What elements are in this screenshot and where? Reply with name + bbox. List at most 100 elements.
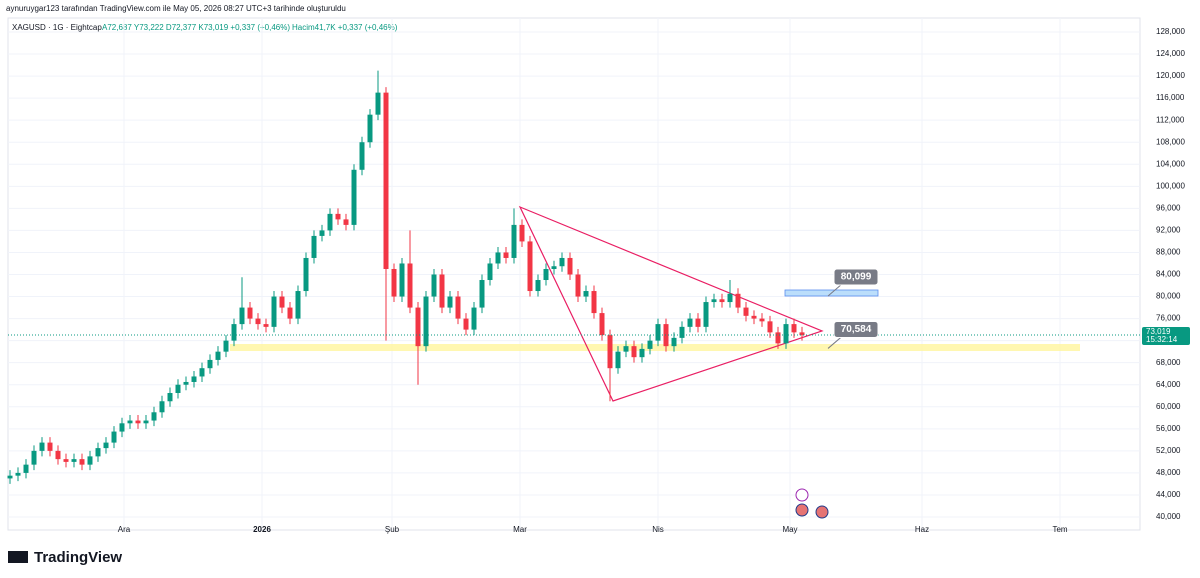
candle-body xyxy=(23,464,29,473)
y-tick-label: 64,000 xyxy=(1156,380,1181,389)
candle-body xyxy=(519,224,525,242)
x-tick-label: Tem xyxy=(1052,525,1067,534)
candle-body xyxy=(319,230,325,236)
y-tick-label: 56,000 xyxy=(1156,424,1181,433)
symbol: XAGUSD · 1G · Eightcap xyxy=(12,23,102,32)
candle-body xyxy=(151,412,157,421)
candle-body xyxy=(295,291,301,319)
candle-body xyxy=(543,268,549,281)
candle-body xyxy=(351,169,357,225)
candle-body xyxy=(471,307,477,330)
candle-body xyxy=(335,213,341,220)
x-tick-label: Nis xyxy=(652,525,664,534)
countdown: 15:32:14 xyxy=(1146,335,1178,344)
candle-body xyxy=(311,235,317,258)
candle-body xyxy=(679,326,685,338)
candle-body xyxy=(735,293,741,308)
y-tick-label: 128,000 xyxy=(1156,27,1185,36)
candle-body xyxy=(431,274,437,297)
y-tick-label: 112,000 xyxy=(1156,115,1185,124)
candle-body xyxy=(687,318,693,327)
candle-body xyxy=(607,335,613,369)
candle-body xyxy=(167,392,173,402)
candle-body xyxy=(159,401,165,413)
candle-body xyxy=(623,346,629,352)
candle-body xyxy=(479,280,485,308)
candle-body xyxy=(119,423,125,432)
candle-body xyxy=(31,450,37,465)
y-tick-label: 96,000 xyxy=(1156,203,1181,212)
grid-layer xyxy=(8,18,1140,530)
candle-body xyxy=(551,266,557,269)
y-tick-label: 80,000 xyxy=(1156,292,1181,301)
brand: TradingView xyxy=(34,549,122,566)
candle-body xyxy=(343,219,349,225)
event-icon xyxy=(795,488,809,502)
candle-body xyxy=(111,431,117,443)
candle-body xyxy=(15,472,21,476)
candle-body xyxy=(71,459,77,462)
candle-body xyxy=(63,459,69,462)
x-tick-label: Mar xyxy=(513,525,527,534)
candle-body xyxy=(407,263,413,308)
support-zone xyxy=(230,344,1080,351)
candle-body xyxy=(575,274,581,297)
candle-body xyxy=(55,450,61,460)
candle-body xyxy=(255,318,261,325)
candle-body xyxy=(375,92,381,115)
candle-body xyxy=(7,475,13,479)
y-tick-label: 92,000 xyxy=(1156,226,1181,235)
y-tick-label: 60,000 xyxy=(1156,402,1181,411)
candle-body xyxy=(671,337,677,347)
candle-body xyxy=(327,213,333,231)
ohlc: A72,687 Y73,222 D72,377 K73,019 +0,337 (… xyxy=(102,23,290,32)
candle-body xyxy=(399,263,405,297)
candle-body xyxy=(287,307,293,319)
y-tick-label: 116,000 xyxy=(1156,93,1185,102)
candle-body xyxy=(647,340,653,349)
candle-body xyxy=(367,114,373,143)
triangle xyxy=(518,205,824,402)
candle-body xyxy=(695,318,701,327)
candle-body xyxy=(183,381,189,385)
candle-body xyxy=(39,442,45,451)
candle-body xyxy=(207,359,213,369)
candle-body xyxy=(639,348,645,358)
callout-label: 80,099 xyxy=(841,272,872,283)
x-tick-label: Ara xyxy=(118,525,131,534)
candle-body xyxy=(567,257,573,275)
callout-box xyxy=(833,268,879,286)
candle-body xyxy=(247,307,253,319)
candle-body xyxy=(447,296,453,308)
candle-body xyxy=(711,299,717,303)
candle-body xyxy=(463,318,469,330)
candle-body xyxy=(511,224,517,258)
callout-label: 70,584 xyxy=(841,324,872,335)
candle-body xyxy=(303,257,309,292)
y-tick-label: 104,000 xyxy=(1156,159,1185,168)
candle-body xyxy=(103,442,109,449)
candle-body xyxy=(527,241,533,292)
candle-body xyxy=(191,376,197,382)
candle-body xyxy=(359,142,365,170)
candle-body xyxy=(791,324,797,333)
y-tick-label: 84,000 xyxy=(1156,270,1181,279)
y-tick-label: 48,000 xyxy=(1156,468,1181,477)
brand-logo xyxy=(8,551,28,563)
candle-body xyxy=(439,274,445,308)
volume: Hacim41,7K +0,337 (+0,46%) xyxy=(292,23,398,32)
candle-body xyxy=(47,442,53,451)
candle-body xyxy=(79,459,85,465)
last-price-label: 73,019 xyxy=(1146,327,1171,336)
candle-body xyxy=(135,420,141,424)
candle-body xyxy=(87,456,93,465)
candle-body xyxy=(263,324,269,327)
candle-body xyxy=(383,92,389,269)
callout-box xyxy=(833,320,879,338)
candle-body xyxy=(455,296,461,319)
candle-body xyxy=(727,293,733,303)
candle-body xyxy=(503,252,509,258)
candle-body xyxy=(415,307,421,347)
candle-body xyxy=(95,448,101,457)
